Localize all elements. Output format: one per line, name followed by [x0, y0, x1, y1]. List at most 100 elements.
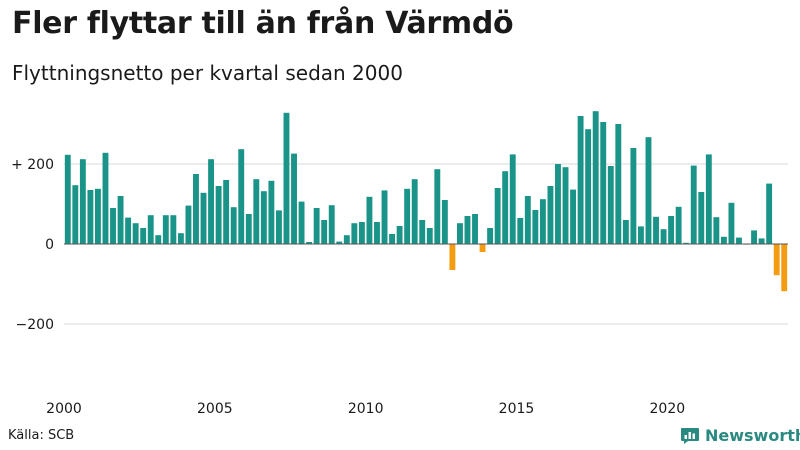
bar [389, 234, 396, 244]
bar [306, 242, 313, 244]
newsworthy-logo: Newsworthy [680, 426, 800, 445]
bar [245, 214, 252, 244]
bar [494, 188, 501, 244]
bar [366, 196, 373, 244]
bar [698, 192, 705, 244]
bar [396, 226, 403, 244]
y-tick-label: 0 [45, 237, 54, 253]
bar [758, 238, 765, 244]
bar [343, 235, 350, 244]
bar [592, 111, 599, 244]
bar [110, 208, 116, 244]
bar [200, 192, 207, 244]
bar [720, 236, 727, 244]
bar [79, 159, 86, 244]
bar [622, 220, 629, 244]
bar [660, 229, 667, 244]
bar [291, 153, 297, 244]
bar [328, 205, 335, 244]
x-tick-label: 2015 [499, 401, 535, 417]
bar [713, 217, 720, 244]
bar [336, 241, 343, 244]
bar [193, 174, 199, 244]
bar [690, 165, 697, 244]
bar [607, 166, 614, 244]
bar [532, 210, 539, 244]
bar [630, 148, 637, 244]
bar [449, 244, 456, 270]
bar [223, 180, 230, 244]
bar [253, 179, 260, 244]
bar [683, 242, 690, 244]
bar [502, 171, 509, 244]
bar [170, 215, 177, 244]
bar [185, 205, 192, 244]
y-axis-ticks: + 200 0 −200 [11, 157, 54, 333]
bar [464, 216, 471, 244]
bar [321, 220, 328, 244]
bar [94, 188, 101, 244]
bar [456, 223, 463, 244]
x-tick-label: 2000 [46, 401, 82, 417]
bar [562, 167, 569, 244]
bar [766, 183, 773, 244]
bar [411, 179, 418, 244]
bar [87, 190, 94, 244]
bar [781, 244, 788, 292]
bar [668, 216, 675, 244]
x-tick-label: 2020 [650, 401, 686, 417]
bar [615, 124, 622, 244]
bar [238, 149, 245, 244]
bar [773, 244, 780, 276]
x-tick-label: 2005 [197, 401, 233, 417]
bar [419, 220, 426, 244]
bar [298, 201, 305, 244]
bar [230, 207, 237, 244]
bar [653, 216, 659, 244]
bar [72, 185, 79, 244]
bar [637, 226, 644, 244]
chart-subtitle: Flyttningsnetto per kvartal sedan 2000 [12, 61, 403, 85]
bar [705, 154, 712, 244]
bar [751, 230, 758, 244]
brand-name: Newsworthy [705, 426, 800, 445]
bar [177, 233, 184, 244]
bar [162, 215, 169, 244]
x-axis-ticks: 2000 2005 2010 2015 2020 [46, 401, 685, 417]
bar-chart: + 200 0 −200 2000 2005 2010 2015 2020 [11, 111, 788, 417]
bar [358, 222, 365, 244]
bar [524, 196, 531, 244]
bar [600, 122, 607, 244]
bar [125, 217, 132, 244]
chart-title: Fler flyttar till än från Värmdö [12, 6, 514, 41]
bar [509, 154, 516, 244]
bar [260, 191, 267, 244]
bar [381, 190, 388, 244]
gridlines [64, 163, 788, 325]
bar [675, 206, 682, 244]
y-tick-label: + 200 [11, 157, 54, 173]
bar [215, 186, 222, 244]
bar [404, 188, 411, 244]
bar [283, 112, 290, 244]
bar [132, 223, 139, 244]
bar [268, 180, 275, 244]
bar [547, 186, 554, 244]
bar [426, 228, 433, 244]
bar [517, 218, 524, 244]
bar [64, 154, 71, 244]
bars [64, 111, 788, 292]
bar [487, 228, 494, 244]
bar [585, 129, 592, 244]
bar [645, 137, 652, 244]
x-tick-label: 2010 [348, 401, 384, 417]
bar [434, 169, 441, 244]
bar [140, 228, 147, 244]
bar [539, 199, 546, 244]
bar-chart-logo-icon [681, 427, 699, 444]
y-tick-label: −200 [16, 317, 54, 333]
bar [570, 189, 577, 244]
bar [441, 200, 448, 244]
bar [155, 235, 162, 244]
bar [374, 222, 380, 244]
